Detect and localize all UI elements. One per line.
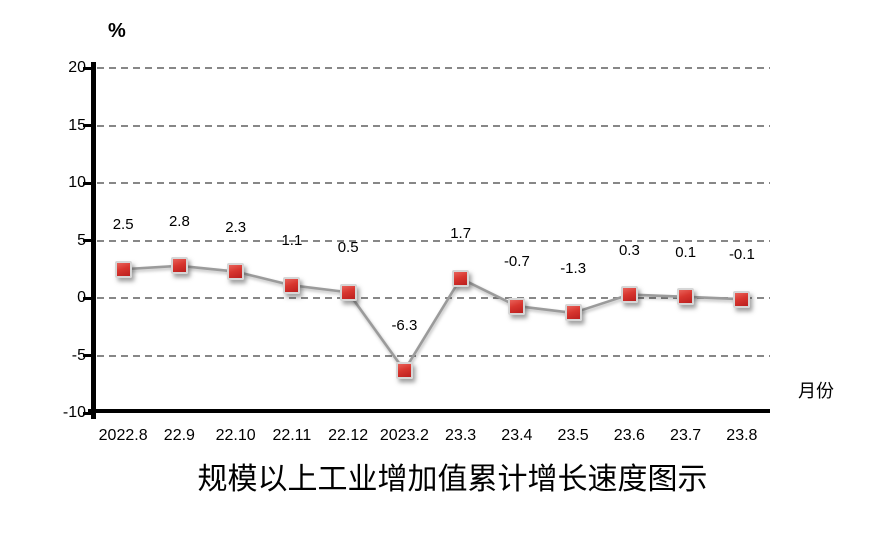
point-value-label: 0.3 [618, 241, 640, 259]
x-tick-label: 23.8 [726, 427, 758, 444]
data-point-marker [395, 361, 413, 379]
point-value-label: -1.3 [560, 259, 587, 277]
point-value-label: 0.1 [675, 243, 697, 261]
x-tick-label: 2022.8 [98, 427, 148, 444]
chart-title: 规模以上工业增加值累计增长速度图示 [197, 463, 708, 496]
gridline [97, 239, 770, 242]
gridline [97, 354, 770, 357]
data-point-marker [452, 269, 470, 287]
y-axis-tick [83, 239, 92, 242]
data-point-marker [227, 263, 245, 281]
point-value-label: 2.5 [112, 216, 134, 234]
y-axis-tick [83, 66, 92, 70]
y-axis-tick [83, 411, 92, 415]
data-point-marker [564, 304, 582, 322]
x-tick-label: 2023.2 [379, 427, 429, 444]
gridline [97, 67, 770, 69]
data-point-marker [114, 260, 132, 278]
data-point-marker [283, 276, 301, 294]
x-tick-label: 22.10 [215, 427, 256, 444]
x-tick-label: 22.11 [272, 427, 312, 444]
y-tick-label: 10 [68, 174, 86, 191]
x-tick-label: 22.9 [163, 427, 195, 444]
y-tick-label: -5 [71, 346, 86, 364]
y-tick-label: 20 [68, 59, 86, 76]
point-value-label: 2.3 [225, 218, 247, 236]
point-value-label: -0.1 [728, 246, 755, 264]
y-tick-label: 5 [77, 231, 86, 249]
y-axis-tick [83, 181, 92, 185]
y-tick-label: 0 [77, 289, 86, 306]
x-axis-line [88, 409, 770, 413]
data-point-marker [170, 257, 188, 275]
gridline [97, 297, 770, 299]
data-point-marker [733, 290, 751, 308]
x-tick-label: 23.4 [501, 427, 533, 444]
y-axis-tick [83, 354, 92, 357]
data-point-marker [677, 288, 695, 306]
x-tick-label: 23.5 [557, 427, 589, 444]
point-value-label: 2.8 [168, 212, 190, 230]
data-point-marker [508, 297, 526, 315]
data-point-marker [339, 283, 357, 301]
y-axis-tick [83, 124, 92, 127]
gridline [97, 182, 770, 184]
point-value-label: 1.7 [450, 225, 472, 243]
point-value-label: -0.7 [503, 253, 530, 271]
y-axis-tick [83, 296, 92, 300]
x-tick-label: 23.7 [670, 427, 702, 444]
y-tick-label: -10 [62, 404, 86, 421]
y-tick-label: 15 [68, 116, 86, 134]
x-tick-label: 23.6 [613, 427, 645, 444]
x-axis-title: 月份 [798, 381, 834, 401]
x-tick-label: 22.12 [328, 427, 369, 444]
y-axis-line [91, 62, 96, 419]
point-value-label: 1.1 [281, 232, 303, 250]
point-value-label: 0.5 [337, 239, 359, 257]
y-axis-unit-label: % [108, 20, 126, 42]
point-value-label: -6.3 [391, 317, 418, 335]
gridline [97, 124, 770, 127]
x-tick-label: 23.3 [445, 427, 477, 444]
data-point-marker [620, 286, 638, 304]
